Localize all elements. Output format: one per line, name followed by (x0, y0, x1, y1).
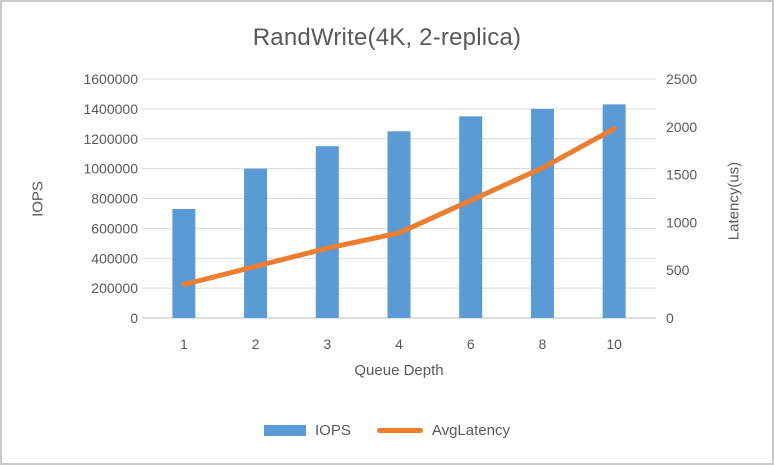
x-tick-label: 2 (252, 336, 260, 352)
iops-bar (530, 108, 554, 318)
y-left-tick-label: 1200000 (83, 131, 138, 147)
y-left-tick-label: 0 (130, 310, 138, 326)
y-left-tick-label: 800000 (91, 191, 138, 207)
iops-bar (315, 146, 339, 318)
iops-bar (172, 208, 196, 318)
y-right-tick-label: 0 (666, 310, 674, 326)
legend-label-avglatency: AvgLatency (431, 422, 510, 439)
avglatency-line-swatch (376, 428, 423, 433)
x-axis-title: Queue Depth (354, 362, 444, 379)
iops-bar (387, 131, 411, 318)
right-axis-title: Latency(us) (725, 161, 743, 241)
y-left-tick-label: 200000 (91, 280, 138, 296)
legend: IOPS AvgLatency (2, 422, 772, 439)
y-left-tick-label: 400000 (91, 250, 138, 266)
y-right-tick-label: 2000 (666, 119, 697, 135)
legend-item-iops: IOPS (264, 422, 351, 439)
iops-bar (244, 168, 268, 318)
x-tick-label: 1 (180, 336, 188, 352)
y-left-tick-label: 600000 (91, 220, 138, 236)
iops-bar (602, 104, 626, 318)
x-tick-label: 6 (467, 336, 475, 352)
left-axis-title: IOPS (29, 181, 47, 217)
y-right-tick-label: 500 (666, 262, 690, 278)
y-left-tick-label: 1400000 (83, 101, 138, 117)
y-left-tick-label: 1000000 (83, 161, 138, 177)
y-left-tick-label: 1600000 (83, 71, 138, 87)
iops-bar-swatch (264, 425, 306, 436)
legend-item-avglatency: AvgLatency (376, 422, 510, 439)
x-tick-label: 10 (606, 336, 622, 352)
x-tick-label: 8 (539, 336, 547, 352)
y-right-tick-label: 1000 (666, 214, 697, 230)
y-right-tick-label: 1500 (666, 167, 697, 183)
x-tick-label: 4 (395, 336, 403, 352)
chart-title: RandWrite(4K, 2-replica) (252, 24, 522, 51)
iops-bar (459, 116, 483, 318)
y-right-tick-label: 2500 (666, 71, 697, 87)
x-tick-label: 3 (323, 336, 331, 352)
avglatency-line (181, 126, 617, 288)
legend-label-iops: IOPS (315, 422, 351, 439)
